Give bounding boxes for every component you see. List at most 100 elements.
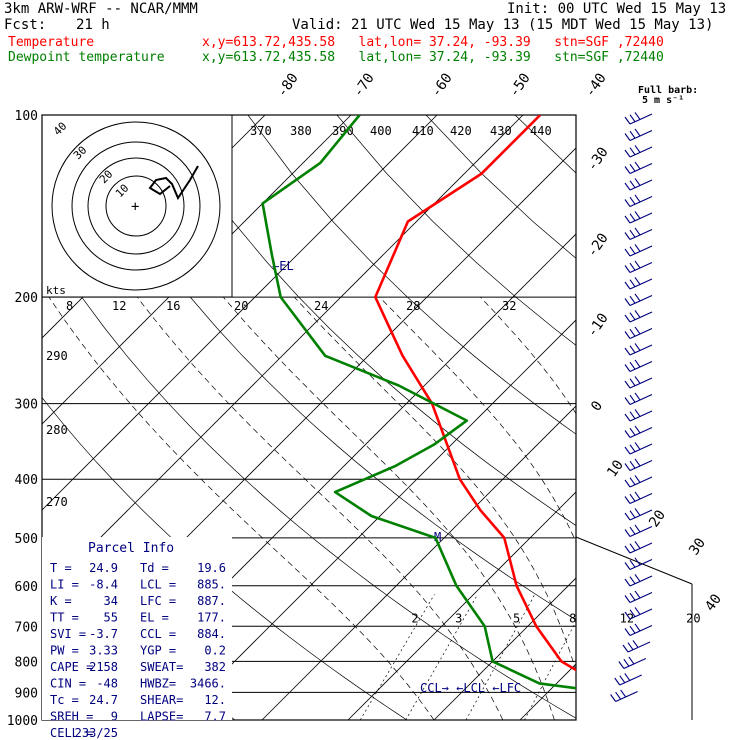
barb-staff — [629, 162, 653, 175]
mixing-ratio-line — [405, 594, 478, 720]
mixing-ratio-label: 5 — [513, 611, 520, 625]
barb-flag — [634, 178, 641, 186]
barb-flag — [628, 656, 635, 665]
barb-flag — [624, 314, 631, 323]
hodograph-trace — [148, 165, 199, 201]
speed-tick-label: 16 — [166, 299, 180, 313]
parcel-row: PW = 3.33 YGP = 0.2 — [50, 644, 226, 658]
barb-flag — [629, 114, 636, 123]
moist-adiabat — [591, 297, 692, 720]
barb-staff — [629, 624, 653, 637]
pressure-tick-label: 700 — [15, 620, 38, 635]
barb-staff — [629, 278, 653, 290]
wind-barb — [624, 623, 653, 637]
temperature-profile — [374, 115, 576, 672]
speed-tick-label: 24 — [314, 299, 328, 313]
isotherm-label: 30 — [686, 535, 709, 558]
wind-barb — [624, 491, 653, 505]
barb-flag — [634, 227, 641, 236]
profile-lines — [261, 115, 576, 690]
barb-flag — [629, 543, 636, 552]
barb-flag — [624, 331, 631, 339]
barb-flag — [610, 694, 617, 702]
mixing-ratio-label: 8 — [569, 611, 576, 625]
wind-barb — [624, 541, 653, 554]
barb-flag — [629, 328, 636, 337]
isotherm-label: 10 — [604, 457, 627, 480]
isotherm-label: -80 — [274, 70, 302, 100]
isotherm-line — [261, 405, 576, 720]
barb-flag — [624, 446, 631, 455]
barb-staff — [629, 212, 653, 224]
isotherm-label: -30 — [584, 144, 612, 174]
wind-barb — [624, 145, 653, 158]
barb-flag — [634, 293, 641, 302]
barb-staff — [629, 146, 653, 158]
parcel-key: CCL = — [140, 627, 176, 641]
barb-staff — [629, 113, 653, 125]
barb-flag — [629, 295, 636, 304]
barb-flag — [618, 661, 625, 669]
barb-flag — [619, 675, 626, 684]
theta-e-tick-label: 440 — [530, 124, 552, 138]
barb-flag — [629, 609, 636, 618]
parcel-value: 12. — [204, 693, 226, 707]
wind-barb — [624, 392, 653, 406]
barb-flag — [624, 413, 631, 422]
dry-adiabat — [425, 115, 576, 259]
barb-flag — [624, 380, 631, 389]
parcel-key: TT = — [50, 611, 79, 625]
parcel-info-panel: Parcel Info T = 24.9 Td = 19.6 LI = -8.4 LCL = 8… — [42, 537, 232, 740]
speed-tick-label: 12 — [112, 299, 126, 313]
barb-staff — [629, 591, 653, 604]
dry-adiabat — [247, 115, 576, 435]
barb-flag — [634, 475, 641, 483]
theta-e-tick-label: 400 — [370, 124, 392, 138]
barb-flag — [629, 147, 636, 156]
isotherm-label: -50 — [506, 70, 534, 100]
parcel-key: SREH = — [50, 710, 93, 724]
pressure-tick-label: 400 — [15, 473, 38, 488]
barb-flag — [629, 279, 636, 288]
barb-flag — [620, 689, 627, 698]
wind-barb — [614, 673, 642, 686]
barb-staff — [629, 558, 653, 571]
parcel-value: 24.9 — [89, 561, 118, 575]
barb-flag — [623, 658, 630, 667]
barb-staff — [629, 426, 653, 439]
theta-e-tick-label: 430 — [490, 124, 512, 138]
wind-barb — [610, 689, 638, 703]
parcel-value: 2158 — [89, 660, 118, 674]
parcel-key: HWBZ= — [140, 677, 176, 691]
parcel-value: 3466. — [190, 677, 226, 691]
barb-flag — [624, 496, 631, 504]
barb-flag — [634, 590, 641, 599]
moist-adiabat — [696, 297, 733, 720]
barb-flag — [629, 163, 636, 172]
pressure-tick-label: 600 — [15, 580, 38, 595]
mixing-ratio-label: 3 — [455, 611, 462, 625]
barb-flag — [624, 578, 631, 587]
wind-barb — [624, 425, 653, 439]
barb-flag — [624, 133, 631, 141]
barb-flag — [634, 623, 641, 632]
barb-flag — [634, 524, 641, 533]
theta-e-tick-label: 380 — [290, 124, 312, 138]
speed-tick-label: 32 — [502, 299, 516, 313]
parcel-row: SREH = 9 LAPSE= 7.7 — [50, 710, 226, 724]
barb-flag — [634, 260, 641, 269]
barb-flag — [624, 397, 631, 405]
barb-flag — [634, 359, 641, 368]
parcel-key: SHEAR= — [140, 693, 183, 707]
parcel-key: LAPSE= — [140, 710, 183, 724]
barb-flag — [629, 345, 636, 354]
barb-flag — [624, 479, 631, 488]
barb-flag — [634, 277, 641, 285]
barb-staff — [629, 360, 653, 373]
barb-flag — [629, 213, 636, 222]
temperature-station-info: x,y=613.72,435.58 lat,lon= 37.24, -93.39… — [202, 35, 664, 50]
barb-flag — [634, 194, 641, 203]
barb-staff — [629, 245, 653, 257]
